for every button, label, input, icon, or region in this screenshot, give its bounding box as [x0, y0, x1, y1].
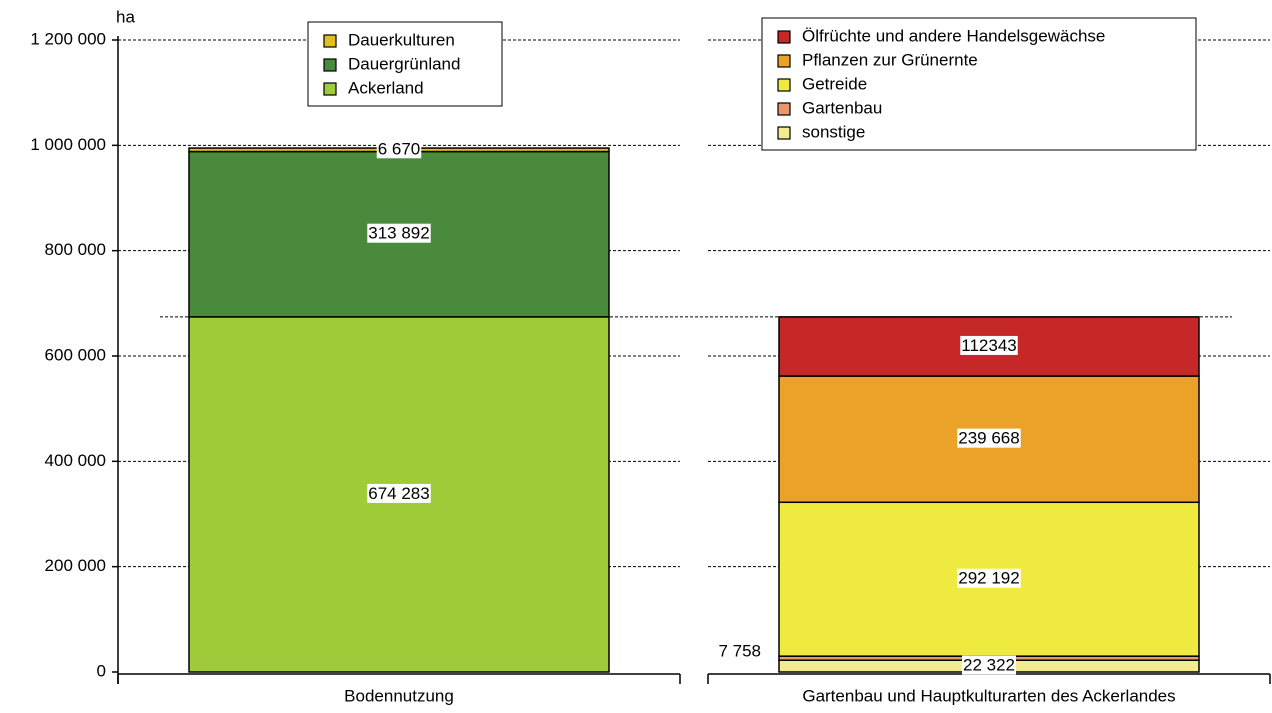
value-label: 313 892 [368, 224, 429, 243]
value-label: 7 758 [718, 642, 761, 661]
y-tick-label: 0 [97, 661, 106, 680]
legend-label: sonstige [802, 122, 865, 141]
legend-label: Gartenbau [802, 98, 882, 117]
legend-box [307, 21, 503, 107]
y-axis-unit: ha [116, 7, 135, 26]
y-tick-label: 400 000 [45, 451, 106, 470]
value-label: 239 668 [958, 429, 1019, 448]
x-tick-label: Bodennutzung [344, 686, 454, 705]
legend: Dauerkulturen Dauergrünland Ackerland [307, 21, 503, 107]
legend-label: Dauerkulturen [348, 30, 455, 49]
legend-swatch [777, 78, 791, 92]
y-tick-label: 800 000 [45, 240, 106, 259]
value-label-bg [957, 568, 1021, 588]
legend-box [761, 17, 1197, 151]
value-label-bg [962, 655, 1016, 675]
legend-label: Dauergrünland [348, 54, 460, 73]
legend-label: Ölfrüchte und andere Handelsgewächse [802, 26, 1105, 45]
legend-swatch [323, 82, 337, 96]
value-label: 22 322 [963, 656, 1015, 675]
legend-swatch [323, 34, 337, 48]
legend-swatch [777, 54, 791, 68]
value-label-group: 6 670 [376, 139, 422, 159]
value-label: 112343 [961, 336, 1016, 355]
value-label-bg [960, 335, 1018, 355]
legend-swatch [777, 102, 791, 116]
value-label-group: 674 283 [367, 483, 431, 503]
legend-label: Pflanzen zur Grünernte [802, 50, 978, 69]
y-tick-label: 1 000 000 [30, 135, 106, 154]
value-label-bg [367, 483, 431, 503]
value-label-bg [367, 223, 431, 243]
value-label: 6 670 [378, 139, 421, 158]
legend-swatch [777, 126, 791, 140]
value-label-bg [376, 139, 422, 159]
y-tick-label: 1 200 000 [30, 29, 106, 48]
x-tick-label: Gartenbau und Hauptkulturarten des Acker… [802, 686, 1175, 705]
value-label-group: 292 192 [957, 568, 1021, 588]
legend-label: Ackerland [348, 78, 424, 97]
legend-label: Getreide [802, 74, 867, 93]
value-label: 292 192 [958, 569, 1019, 588]
legend: Ölfrüchte und andere Handelsgewächse Pfla… [761, 17, 1197, 151]
value-label-group: 22 322 [962, 655, 1016, 675]
y-tick-label: 200 000 [45, 556, 106, 575]
value-label-group: 313 892 [367, 223, 431, 243]
value-label: 674 283 [368, 484, 429, 503]
value-label-group: 112343 [960, 335, 1018, 355]
value-label-group: 239 668 [957, 428, 1021, 448]
legend-swatch [777, 30, 791, 44]
value-label-bg [957, 428, 1021, 448]
y-tick-label: 600 000 [45, 345, 106, 364]
legend-swatch [323, 58, 337, 72]
value-label-group: 7 758 [718, 642, 761, 661]
